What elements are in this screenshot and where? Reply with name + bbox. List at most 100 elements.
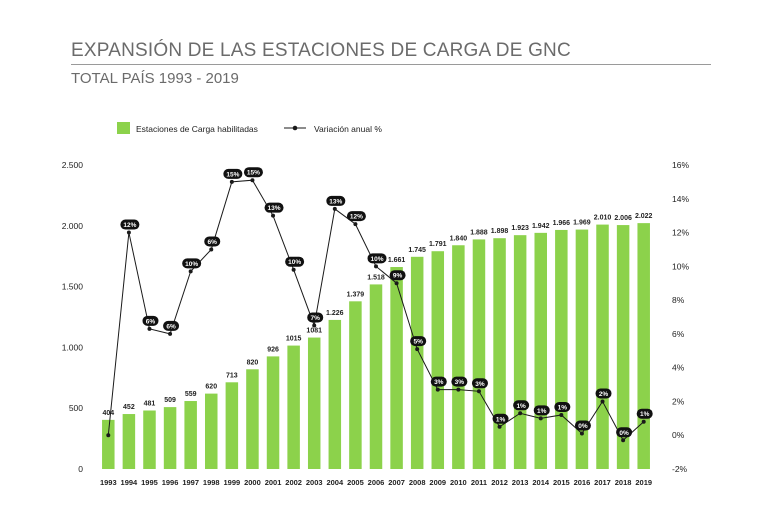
line-point bbox=[188, 269, 193, 274]
bar-value-label: 2.010 bbox=[594, 215, 612, 222]
line-label-pill bbox=[574, 420, 591, 431]
bar-value-label: 509 bbox=[164, 397, 176, 404]
line-value-label: 13% bbox=[268, 205, 281, 212]
x-tick-label: 1998 bbox=[203, 478, 220, 487]
line-label-pill bbox=[346, 211, 366, 222]
line-label-pill bbox=[182, 258, 202, 269]
line-point bbox=[209, 247, 214, 252]
line-point bbox=[476, 389, 481, 394]
line-value-label: 3% bbox=[434, 379, 444, 386]
bar-value-label: 1.966 bbox=[553, 220, 571, 227]
line-point bbox=[126, 230, 131, 235]
y-right-tick-label: 10% bbox=[672, 261, 689, 271]
bar-value-label: 926 bbox=[267, 346, 279, 353]
line-value-label: 6% bbox=[208, 239, 218, 246]
bar-value-label: 620 bbox=[205, 384, 217, 391]
x-tick-label: 2006 bbox=[368, 478, 385, 487]
y-left-tick-label: 1.000 bbox=[62, 342, 84, 352]
x-tick-label: 2015 bbox=[553, 478, 570, 487]
line-point bbox=[579, 431, 584, 436]
line-point bbox=[332, 206, 337, 211]
bar-value-label: 2.022 bbox=[635, 213, 653, 220]
y-right-tick-label: 16% bbox=[672, 160, 689, 170]
bar bbox=[369, 284, 383, 469]
y-left-tick-label: 2.000 bbox=[62, 221, 84, 231]
line-label-pill bbox=[471, 378, 488, 389]
bar-value-label: 820 bbox=[247, 359, 259, 366]
bar-value-label: 1.226 bbox=[326, 310, 344, 317]
line-label-pill bbox=[616, 427, 633, 438]
bar-value-label: 1.942 bbox=[532, 223, 550, 230]
line-point bbox=[250, 178, 255, 183]
line-label-pill bbox=[410, 336, 427, 347]
line-point bbox=[497, 424, 502, 429]
line-label-pill bbox=[307, 312, 324, 323]
y-right-tick-label: 14% bbox=[672, 194, 689, 204]
line-value-label: 15% bbox=[226, 171, 239, 178]
line-label-pill bbox=[163, 320, 180, 331]
bar bbox=[513, 235, 527, 469]
line-point bbox=[229, 179, 234, 184]
line-label-pill bbox=[533, 405, 550, 416]
x-tick-label: 2018 bbox=[615, 478, 632, 487]
y-left-tick-label: 2.500 bbox=[62, 160, 84, 170]
x-tick-label: 2000 bbox=[244, 478, 261, 487]
line-point bbox=[456, 387, 461, 392]
line-point bbox=[394, 281, 399, 286]
line-point bbox=[271, 213, 276, 218]
line-value-label: 5% bbox=[413, 339, 423, 346]
y-left-tick-label: 1.500 bbox=[62, 282, 84, 292]
bar bbox=[596, 224, 609, 469]
x-tick-label: 2010 bbox=[450, 478, 467, 487]
line-label-pill bbox=[142, 315, 159, 326]
bar-value-label: 713 bbox=[226, 372, 238, 379]
x-tick-label: 1997 bbox=[182, 478, 199, 487]
y-right-tick-label: -2% bbox=[672, 464, 688, 474]
bar bbox=[616, 225, 630, 469]
legend-line-marker bbox=[292, 125, 298, 131]
bar bbox=[328, 319, 342, 469]
line-label-pill bbox=[285, 256, 305, 267]
line-value-label: 6% bbox=[146, 318, 156, 325]
x-tick-label: 2014 bbox=[532, 478, 550, 487]
x-tick-label: 2016 bbox=[574, 478, 591, 487]
x-tick-label: 1995 bbox=[141, 478, 158, 487]
bar bbox=[143, 410, 156, 469]
line-point bbox=[538, 416, 543, 421]
legend: Estaciones de Carga habilitadas Variación… bbox=[117, 122, 382, 134]
line-point bbox=[559, 412, 564, 417]
bar-value-label: 1081 bbox=[306, 328, 322, 335]
title-rule bbox=[71, 64, 711, 65]
line-value-label: 12% bbox=[123, 222, 136, 229]
bar-value-label: 1.518 bbox=[367, 274, 385, 281]
x-tick-label: 2002 bbox=[285, 478, 302, 487]
line-value-label: 1% bbox=[558, 404, 568, 411]
bar bbox=[431, 251, 445, 469]
y-right-tick-label: 2% bbox=[672, 396, 685, 406]
bar bbox=[390, 267, 403, 469]
bar-value-label: 481 bbox=[144, 401, 156, 408]
line-label-pill bbox=[326, 195, 346, 206]
bar-value-label: 1.379 bbox=[347, 291, 365, 298]
legend-bar-label: Estaciones de Carga habilitadas bbox=[136, 124, 258, 134]
line-point bbox=[106, 433, 111, 438]
bar-value-label: 1.791 bbox=[429, 241, 447, 248]
bar bbox=[452, 245, 465, 469]
line-label-pill bbox=[243, 167, 263, 178]
bar bbox=[122, 414, 136, 469]
axes: 0 500 1.000 1.500 2.000 2.500 -2% 0% 2% 4% 6% 8% 10%… bbox=[62, 160, 690, 487]
line-point bbox=[374, 264, 378, 269]
line-value-label: 9% bbox=[393, 273, 403, 280]
line-group: 12% 6% 6% 10% 6% 15% 15% 13% 10% 7% 13% 12% 10% 9% 5% 3… bbox=[106, 167, 653, 443]
line-point bbox=[415, 347, 420, 352]
line-value-label: 10% bbox=[288, 259, 301, 266]
bar bbox=[205, 393, 218, 469]
line-label-pill bbox=[430, 376, 447, 387]
bar-value-label: 1.923 bbox=[511, 225, 529, 232]
line-label-pill bbox=[595, 388, 612, 399]
y-left-tick-label: 0 bbox=[78, 464, 83, 474]
line-label-pill bbox=[451, 376, 468, 387]
x-tick-label: 2012 bbox=[491, 478, 508, 487]
y-right-tick-label: 12% bbox=[672, 228, 689, 238]
line-value-label: 7% bbox=[311, 315, 321, 322]
